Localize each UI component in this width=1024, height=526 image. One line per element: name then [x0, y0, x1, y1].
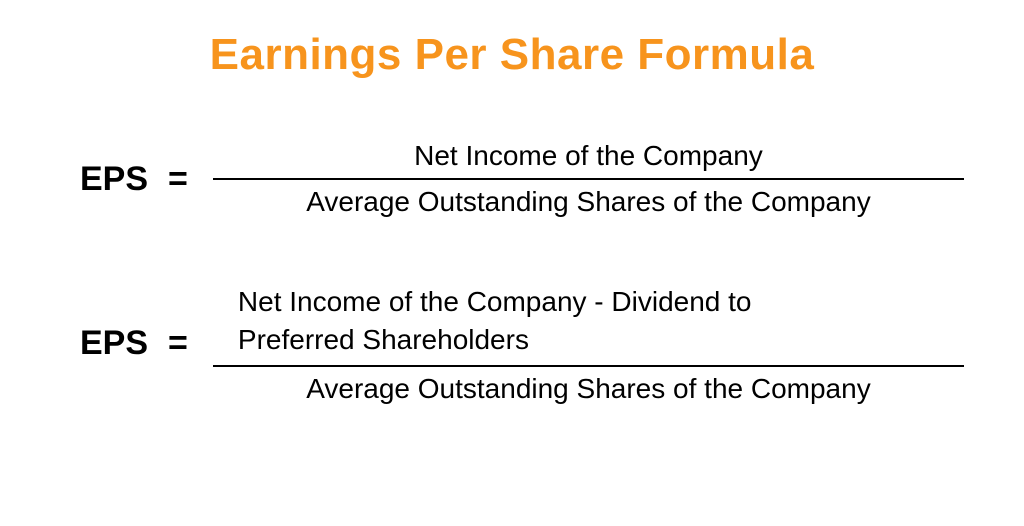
formula-lhs: EPS [80, 324, 148, 363]
formula-lhs: EPS [80, 160, 148, 199]
formula-denominator: Average Outstanding Shares of the Compan… [213, 367, 964, 405]
formula-numerator: Net Income of the Company - Dividend to … [213, 283, 964, 367]
numerator-line-2: Preferred Shareholders [238, 324, 529, 355]
formula-2: EPS = Net Income of the Company - Divide… [60, 283, 964, 405]
formula-equals: = [168, 160, 188, 199]
formula-fraction: Net Income of the Company - Dividend to … [213, 283, 964, 405]
formula-fraction: Net Income of the Company Average Outsta… [213, 140, 964, 218]
page-title: Earnings Per Share Formula [60, 30, 964, 80]
formula-1: EPS = Net Income of the Company Average … [60, 140, 964, 218]
formula-denominator: Average Outstanding Shares of the Compan… [213, 180, 964, 218]
formula-numerator: Net Income of the Company [213, 140, 964, 180]
formula-equals: = [168, 324, 188, 363]
numerator-line-1: Net Income of the Company - Dividend to [238, 286, 752, 317]
